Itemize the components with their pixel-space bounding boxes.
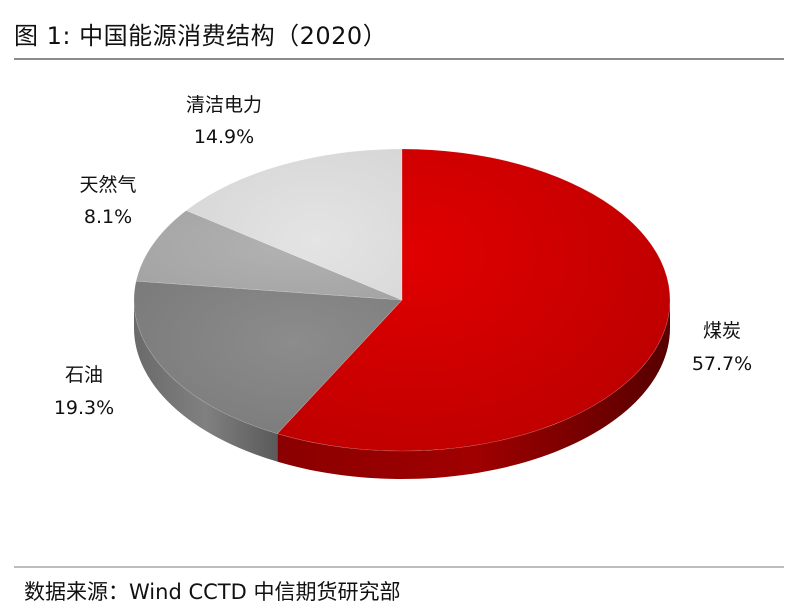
pie-slice-clean-power [185,148,403,301]
slice-label-clean-power: 清洁电力 [186,94,262,116]
slice-value-oil: 19.3% [54,397,114,419]
slice-value-coal: 57.7% [692,353,752,375]
pie-slice-gas [135,210,403,301]
slice-value-clean-power: 14.9% [194,126,254,148]
slice-value-gas: 8.1% [84,206,132,228]
slice-label-oil: 石油 [65,364,103,386]
pie-side-oil [134,300,278,462]
figure-title: 图 1: 中国能源消费结构（2020） [14,22,388,50]
figure-source: 数据来源：Wind CCTD 中信期货研究部 [24,580,401,604]
slice-label-gas: 天然气 [79,174,136,196]
slice-label-coal: 煤炭 [703,320,741,342]
source-rule [14,566,784,568]
pie-side-coal [277,300,670,479]
pie-slice-coal [276,148,671,452]
title-rule [14,58,784,60]
pie-slice-oil [133,280,403,435]
